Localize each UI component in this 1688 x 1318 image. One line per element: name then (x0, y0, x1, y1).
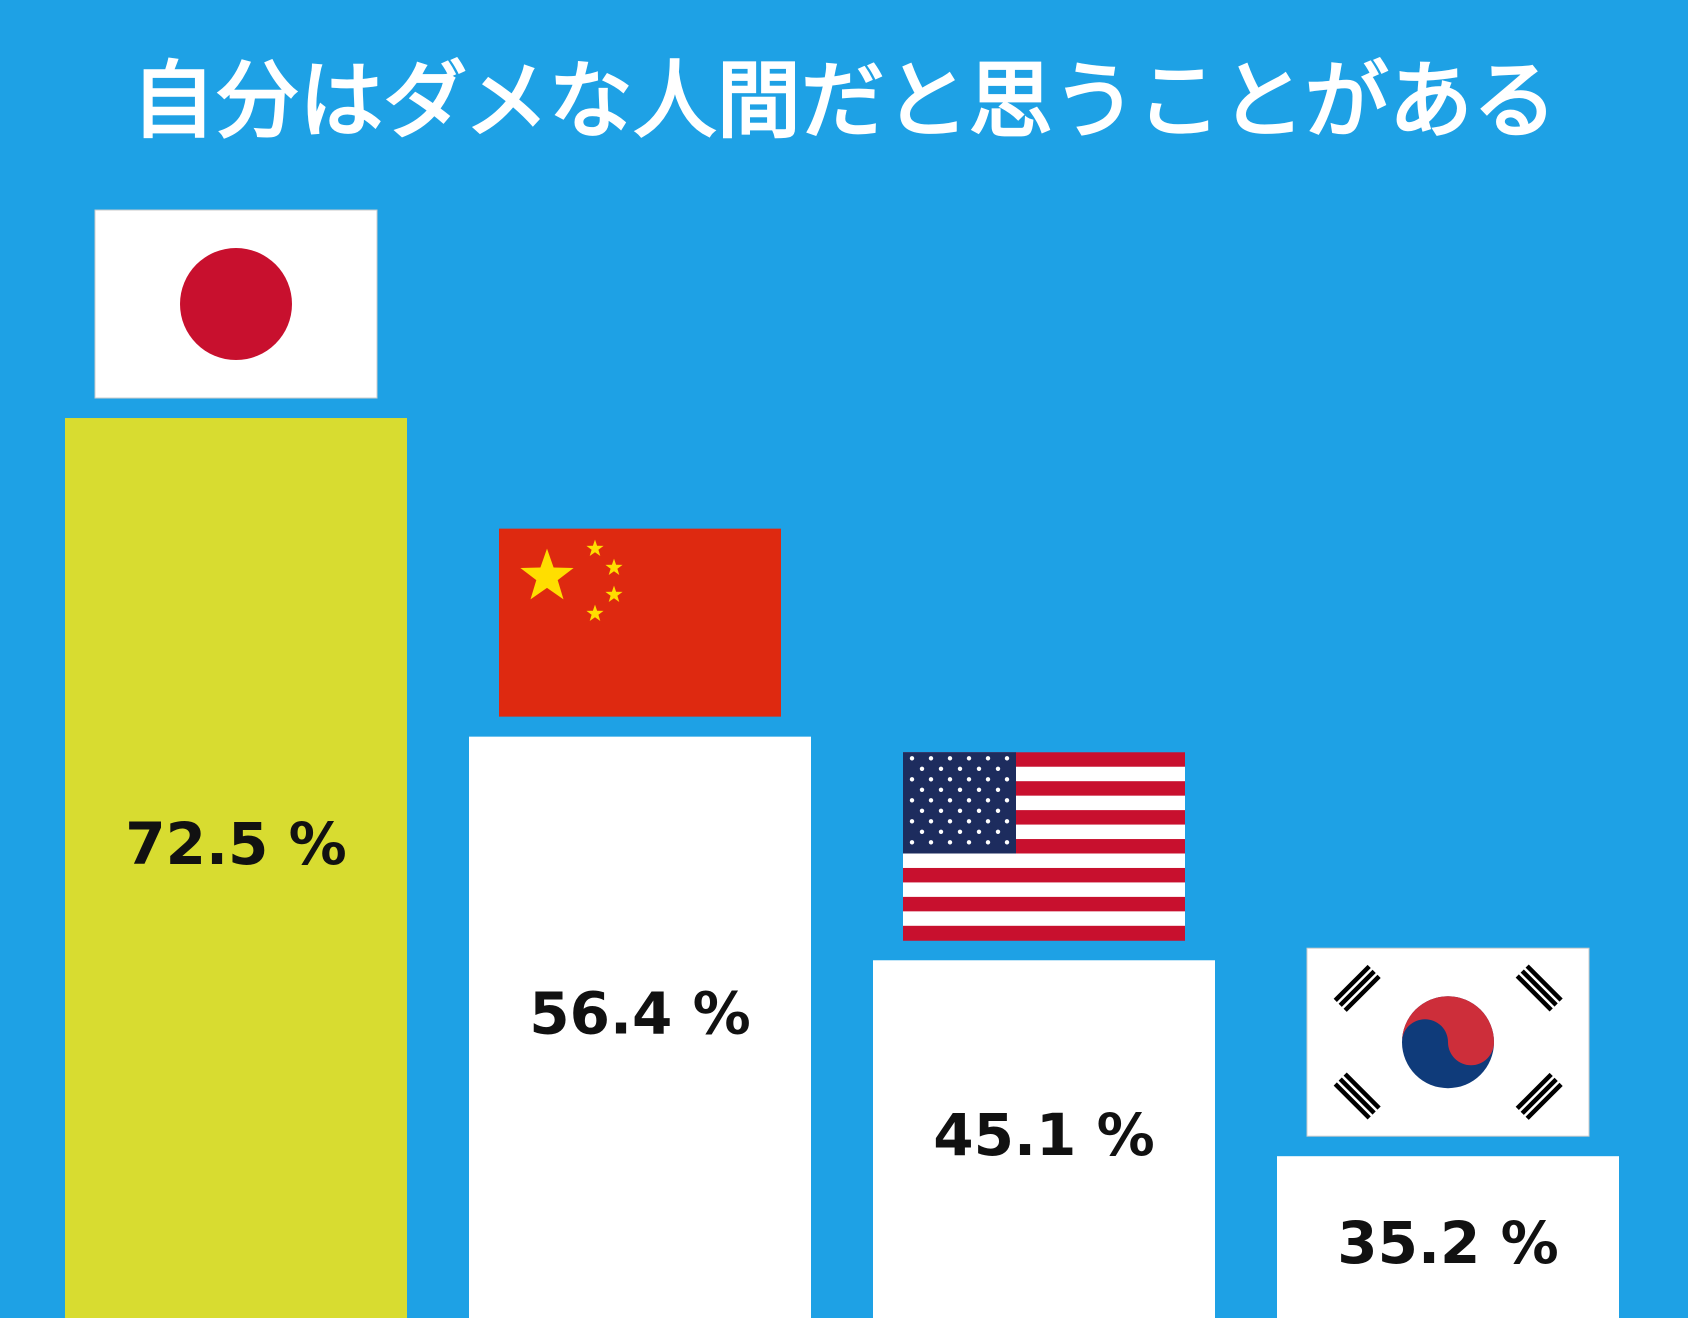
flag-trigram (1333, 1072, 1381, 1120)
flag-star (976, 829, 982, 834)
flag-bar (1338, 1077, 1376, 1115)
flag-bar (1343, 974, 1381, 1012)
flag-stripe (903, 911, 1185, 927)
flag-star (928, 756, 934, 761)
flag-star (995, 766, 1001, 771)
flag (1306, 947, 1590, 1137)
chart-title: 自分はダメな人間だと思うことがある (131, 52, 1556, 150)
flag-bar (1515, 974, 1553, 1012)
flag-stripe (903, 867, 1185, 883)
flag-bar (1515, 1072, 1553, 1110)
flag-star (928, 819, 934, 824)
flag-bar (1520, 969, 1558, 1007)
flag-star (957, 787, 963, 792)
flag-star (938, 766, 944, 771)
flag-star (985, 840, 991, 845)
flag-star (928, 777, 934, 782)
flag-star (919, 766, 925, 771)
flag-star (928, 840, 934, 845)
flag-star (1004, 777, 1010, 782)
flag-star (966, 798, 972, 803)
flag-star (909, 777, 915, 782)
flag-star (985, 777, 991, 782)
flag-trigram (1333, 964, 1381, 1012)
flag-star (909, 819, 915, 824)
flag-star (966, 756, 972, 761)
flag-star (976, 766, 982, 771)
flag-star (985, 798, 991, 803)
flag-stripe (903, 882, 1185, 898)
flag-star (947, 756, 953, 761)
flag-star (919, 787, 925, 792)
flag-star (966, 819, 972, 824)
flag (499, 528, 781, 717)
flag-star (947, 798, 953, 803)
flag-yin (1402, 996, 1494, 1066)
flag-star (938, 787, 944, 792)
flag-star (976, 787, 982, 792)
flag-star (520, 548, 574, 600)
flag-bar (1525, 1082, 1563, 1120)
flag-star (928, 798, 934, 803)
flag-star (995, 787, 1001, 792)
flag-star (947, 819, 953, 824)
flag-star (957, 766, 963, 771)
flag-star (586, 604, 604, 621)
flag-bar (1333, 964, 1371, 1002)
flag-bar (1338, 969, 1376, 1007)
bar (65, 418, 407, 1318)
flag-star (985, 756, 991, 761)
flag-star (995, 829, 1001, 834)
flag-star (909, 756, 915, 761)
flag-bar (1520, 1077, 1558, 1115)
flag-field (499, 528, 781, 717)
flag-star (938, 808, 944, 813)
flag-stripe (903, 925, 1185, 941)
flag-star (1004, 819, 1010, 824)
flag-trigram (1515, 1072, 1563, 1120)
flag-trigram (1515, 964, 1563, 1012)
flag-bar (1525, 964, 1563, 1002)
flag-disc (180, 248, 292, 361)
flag-star (605, 585, 623, 602)
flag-star (605, 558, 623, 575)
flag-star (909, 840, 915, 845)
flag-star (995, 808, 1001, 813)
flag-star (966, 777, 972, 782)
flag-star (919, 808, 925, 813)
flag (903, 752, 1185, 941)
flag (94, 209, 378, 399)
value-label: 56.4 % (529, 979, 750, 1047)
flag-bar (1333, 1082, 1371, 1120)
flag-star (985, 819, 991, 824)
flag-star (1004, 798, 1010, 803)
flag-star (938, 829, 944, 834)
bar (469, 736, 811, 1318)
flag-star (919, 829, 925, 834)
flag-stripe (903, 853, 1185, 869)
flag-star (957, 829, 963, 834)
bar (873, 960, 1215, 1318)
value-label: 35.2 % (1337, 1209, 1558, 1277)
flag-bar (1343, 1072, 1381, 1110)
flag-star (1004, 756, 1010, 761)
flag-star (947, 840, 953, 845)
flag-star (909, 798, 915, 803)
flag-star (947, 777, 953, 782)
flag-star (976, 808, 982, 813)
flag-star (966, 840, 972, 845)
value-label: 72.5 % (125, 810, 346, 878)
value-label: 45.1 % (933, 1101, 1154, 1169)
flag-star (957, 808, 963, 813)
flag-stripe (903, 896, 1185, 912)
bar (1277, 1156, 1619, 1318)
flag-star (1004, 840, 1010, 845)
flag-star (586, 539, 604, 556)
